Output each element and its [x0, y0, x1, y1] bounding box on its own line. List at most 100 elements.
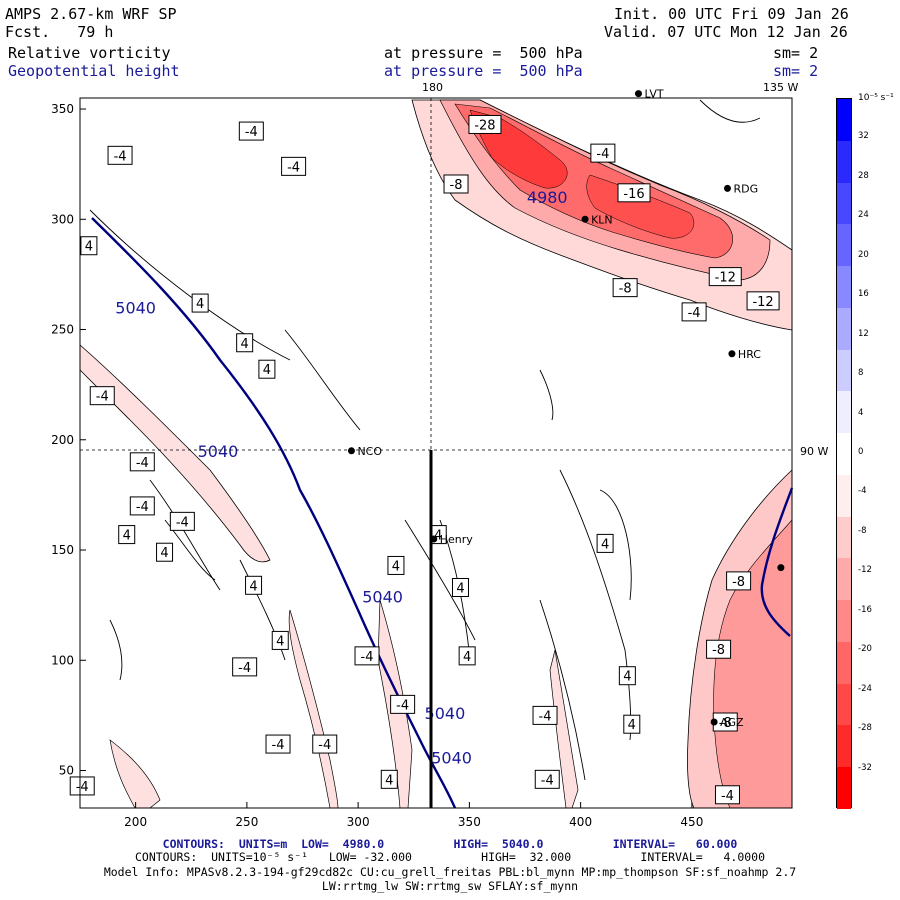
label-box [69, 776, 95, 796]
vorticity-label-text: 4 [249, 579, 257, 594]
height-contour-label: 5040 [198, 442, 239, 461]
contour-line-3 [149, 479, 221, 591]
colorbar-swatch [837, 182, 851, 225]
colorbar-swatch [837, 683, 851, 726]
vorticity-label-text: -12 [715, 271, 736, 286]
colorbar-label: 24 [858, 210, 869, 221]
station-name: RDG [733, 182, 758, 195]
colorbar-swatch [837, 391, 851, 434]
vorticity-contour-label: -8 [726, 571, 752, 591]
vorticity-label-text: -4 [539, 709, 552, 724]
colorbar-label: -8 [858, 525, 867, 536]
colorbar-swatch [837, 266, 851, 308]
vorticity-contour-label: 4 [236, 333, 254, 353]
vorticity-label-text: 4 [241, 337, 249, 352]
colorbar-swatch [837, 224, 851, 267]
colorbar-label: 20 [858, 249, 869, 260]
colorbar-swatch [837, 433, 851, 475]
vorticity-contour-label: 4 [191, 293, 209, 313]
label-box [258, 359, 276, 379]
vorticity-label-text: 4 [196, 297, 204, 312]
vorticity-label-text: 4 [392, 559, 400, 574]
contour-line-13 [699, 99, 761, 123]
colorbar-label: 28 [858, 170, 869, 181]
vorticity-contour-label: 4 [271, 630, 289, 650]
contour-line-1 [89, 209, 291, 361]
vorticity-label-text: -4 [245, 125, 258, 140]
colorbar-label: -20 [858, 644, 872, 655]
vorticity-contour-label: 4 [245, 575, 263, 595]
station-name: LVT [644, 88, 663, 101]
vorticity-label-text: -4 [76, 780, 89, 795]
vorticity-contour-label: -4 [534, 769, 560, 789]
label-box [532, 705, 558, 725]
vorticity-contour-label: -4 [714, 785, 740, 805]
y-tick-label: 200 [51, 433, 74, 447]
label-box [156, 542, 174, 562]
vorticity-contour-label: -8 [443, 174, 469, 194]
field1-name: Relative vorticity [8, 44, 171, 62]
vorticity-contour-label: 4 [458, 646, 476, 666]
vorticity-label-text: -8 [450, 178, 463, 193]
vorticity-label-text: -4 [361, 650, 374, 665]
label-box [238, 121, 264, 141]
label-box [590, 143, 616, 163]
vorticity-contour-label: -8 [706, 639, 732, 659]
vorticity-contour-label: -4 [238, 121, 264, 141]
label-box [390, 694, 416, 714]
vorticity-label-text: -4 [176, 515, 189, 530]
label-box [468, 114, 502, 134]
label-box [458, 646, 476, 666]
field2-name: Geopotential height [8, 62, 180, 80]
vorticity-label-text: -4 [396, 698, 409, 713]
colorbar-swatch [837, 641, 851, 684]
y-tick-label: 100 [51, 653, 74, 667]
label-box [236, 333, 254, 353]
height-contour-5040-east [760, 487, 794, 637]
field2-smoothing: sm= 2 [773, 62, 819, 80]
vorticity-shading [79, 99, 793, 809]
label-box [245, 575, 263, 595]
contour-line-2 [284, 329, 361, 431]
label-box [617, 183, 651, 203]
height-contour-label: 5040 [115, 298, 156, 317]
station-name: AGZ [720, 716, 744, 729]
vorticity-label-text: -4 [96, 390, 109, 405]
label-box [596, 533, 614, 553]
vorticity-contour-label: 4 [451, 578, 469, 598]
y-tick-label: 150 [51, 543, 74, 557]
colorbar-swatch [837, 725, 851, 768]
colorbar-swatch [837, 516, 851, 559]
label-box [612, 278, 638, 298]
station-marker [728, 350, 736, 358]
label-box [118, 525, 136, 545]
label-box [191, 293, 209, 313]
vorticity-contour-label: -4 [129, 496, 155, 516]
vorticity-contour-label: -4 [129, 452, 155, 472]
vorticity-label-text: -4 [596, 147, 609, 162]
colorbar-swatch [837, 767, 851, 809]
y-tick-label: 300 [51, 212, 74, 226]
colorbar-swatch [837, 99, 851, 141]
vorticity-label-text: -4 [238, 661, 251, 676]
label-box [271, 630, 289, 650]
vorticity-contour-label: -28 [468, 114, 502, 134]
label-box [380, 769, 398, 789]
label-box [281, 156, 307, 176]
contour-line-5 [239, 559, 286, 661]
colorbar-swatch [837, 600, 851, 642]
colorbar [836, 98, 852, 809]
x-tick-label: 300 [347, 815, 370, 829]
height-contour-label: 5040 [362, 587, 403, 606]
colorbar-label: 4 [858, 407, 864, 418]
vorticity-label-text: 4 [623, 670, 631, 685]
station-marker [581, 215, 589, 223]
vorticity-label-text: -4 [136, 500, 149, 515]
lon-180-label: 180 [422, 81, 443, 94]
plot-frame [79, 97, 793, 809]
vorticity-label-text: -28 [474, 118, 495, 133]
vorticity-label-text: 4 [263, 363, 271, 378]
vorticity-contour-label: 4 [156, 542, 174, 562]
vorticity-contour-label: 4 [380, 769, 398, 789]
vorticity-label-text: -8 [719, 716, 732, 731]
